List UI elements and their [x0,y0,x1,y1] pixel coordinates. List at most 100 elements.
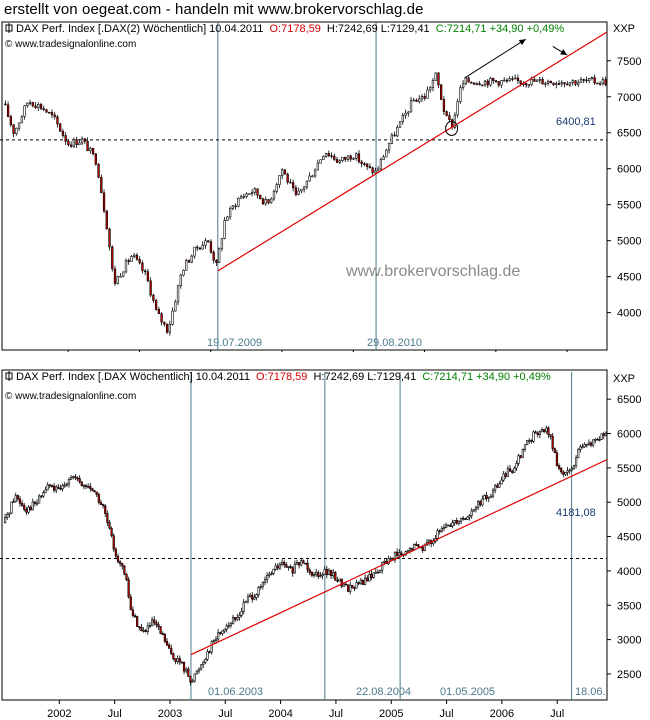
candle-body [65,483,68,486]
candle-body [78,142,81,146]
candle-body [525,440,529,446]
candle-body [555,83,558,86]
candle-body [449,525,452,527]
candle-body [334,571,337,581]
candle-body [157,309,161,314]
candle-body [459,87,462,102]
candle-body [274,565,277,570]
candle-body [353,587,356,590]
candle-body [257,587,260,595]
candle-body [374,170,377,174]
candle-body [352,158,355,160]
candle-body [511,470,514,473]
candle-body [52,485,56,491]
candle-body [404,112,407,116]
candle-body [564,472,567,475]
candle-body [527,84,531,86]
candle-body [291,567,294,574]
scale-label: XXP [613,373,635,385]
candle-body [242,602,245,612]
candle-body [141,262,144,272]
candle-body [199,664,203,670]
candle-body [133,615,137,617]
candle-body [474,507,478,510]
candle-body [174,658,177,662]
candle-body [180,661,184,664]
candle-body [515,463,518,469]
candle-body [503,79,506,82]
candle-body [306,562,309,571]
candle-body [178,658,181,663]
candle-body [187,260,191,263]
candle-body [261,581,264,587]
candle-body [127,260,130,262]
y-tick-label: 4500 [617,532,641,544]
candle-body [364,577,367,585]
candle-body [530,79,533,85]
candle-body [486,80,489,86]
candle-body [114,548,117,557]
candle-body [26,102,29,107]
candle-body [122,271,125,277]
candle-body [571,80,574,83]
candle-body [74,476,77,479]
candle-body [462,517,465,520]
candle-body [57,486,60,489]
candle-body [481,84,484,87]
candle-body [538,78,541,81]
vline-label-3: 01.05.2005 [440,686,495,698]
candle-body [300,560,303,566]
candle-body [544,82,547,85]
candle-body [275,184,278,192]
candle-body [516,77,520,81]
chart-header: DAX Perf. Index [.DAX Wöchentlich] 10.04… [5,371,551,402]
candle-body [87,485,90,488]
candle-body [100,177,103,194]
candle-body [313,169,317,177]
candle-body [295,562,299,565]
candle-body [478,83,481,86]
candle-body [413,543,416,551]
header-high-low: H:7242,69 L:7129,41 [313,371,416,383]
x-tick-label: 2005 [379,708,403,720]
candle-body [294,187,298,195]
candle-body [250,192,254,194]
candle-body [215,260,218,263]
candle-body [112,535,115,550]
candle-body [45,109,48,113]
candle-body [553,448,556,454]
candle-body [263,579,267,583]
candle-body [217,632,220,640]
candle-body [456,101,459,116]
candle-body [319,575,322,577]
candle-body [445,111,448,116]
candle-body [577,449,580,459]
candle-body [370,573,373,579]
candle-body [278,564,282,569]
candle-body [153,619,156,624]
source-credit: © www.tradesignalonline.com [5,39,136,50]
candle-body [400,552,403,555]
candle-body [116,276,119,284]
candle-body [519,80,522,84]
chart-header: DAX Perf. Index [.DAX(2) Wöchentlich] 10… [5,23,564,50]
candle-body [42,492,45,497]
candle-body [289,566,292,568]
candle-body [64,135,67,142]
candle-body [485,495,488,499]
candle-body [437,72,440,86]
candle-body [568,82,572,86]
candle-body [16,495,19,500]
candle-body [209,241,213,253]
candle-body [46,484,49,491]
candle-body [600,433,603,440]
vline-label-1: 01.06.2003 [208,686,263,698]
chart-top: 40004500500055006000650070007500Jul2009J… [0,21,641,352]
candle-body [540,429,544,433]
watermark: www.brokervorschlag.de [345,263,520,280]
candle-body [138,258,141,264]
candle-body [426,89,429,99]
candle-body [15,127,18,135]
candle-body [70,144,73,147]
candle-body [304,562,307,565]
